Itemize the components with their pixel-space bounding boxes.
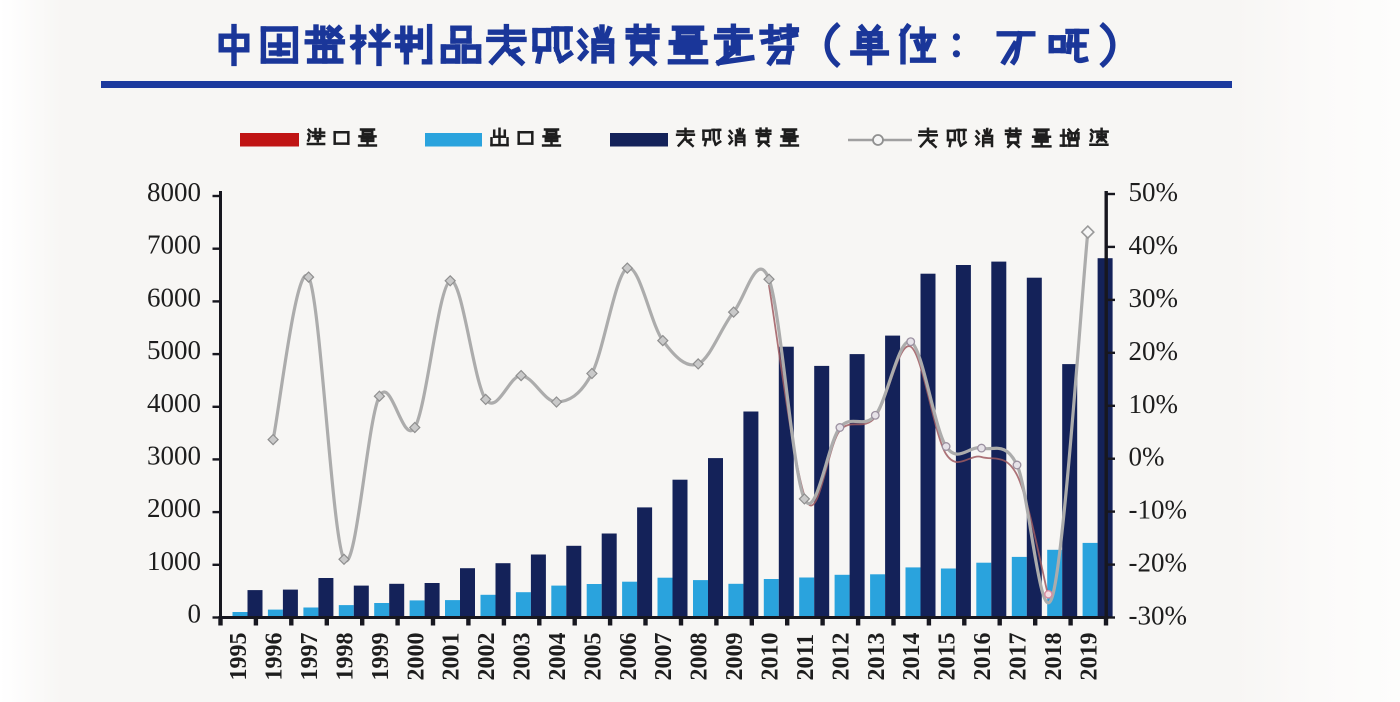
- svg-text:2009: 2009: [722, 633, 748, 681]
- svg-text:5000: 5000: [147, 335, 201, 365]
- svg-text:2003: 2003: [510, 633, 536, 681]
- svg-text:40%: 40%: [1129, 230, 1179, 260]
- svg-text:0: 0: [188, 599, 202, 629]
- svg-text:-10%: -10%: [1129, 495, 1187, 525]
- svg-text:2006: 2006: [616, 633, 642, 681]
- svg-text:1000: 1000: [147, 546, 201, 576]
- svg-text:2007: 2007: [651, 633, 677, 681]
- svg-text:2010: 2010: [758, 633, 784, 681]
- svg-text:2001: 2001: [439, 633, 465, 681]
- svg-text:2013: 2013: [864, 633, 890, 681]
- svg-text:1998: 1998: [333, 633, 359, 681]
- svg-text:2000: 2000: [403, 633, 429, 681]
- svg-text:2004: 2004: [545, 633, 571, 681]
- svg-text:3000: 3000: [147, 440, 201, 470]
- svg-text:2008: 2008: [687, 633, 713, 681]
- svg-text:2002: 2002: [474, 633, 500, 681]
- svg-text:2000: 2000: [147, 493, 201, 523]
- svg-text:7000: 7000: [147, 230, 201, 260]
- svg-text:0%: 0%: [1129, 442, 1165, 472]
- svg-text:8000: 8000: [147, 177, 201, 207]
- svg-text:2015: 2015: [935, 633, 961, 681]
- svg-text:6000: 6000: [147, 282, 201, 312]
- svg-text:-30%: -30%: [1129, 601, 1187, 631]
- svg-text:2005: 2005: [580, 633, 606, 681]
- svg-text:10%: 10%: [1129, 389, 1179, 419]
- svg-text:1997: 1997: [297, 633, 323, 681]
- svg-text:1996: 1996: [262, 633, 288, 681]
- svg-text:4000: 4000: [147, 388, 201, 418]
- svg-text:2017: 2017: [1006, 633, 1032, 681]
- svg-text:1999: 1999: [368, 633, 394, 681]
- svg-text:2014: 2014: [899, 633, 925, 681]
- svg-text:2018: 2018: [1041, 633, 1067, 681]
- svg-text:2016: 2016: [970, 633, 996, 681]
- svg-text:30%: 30%: [1129, 283, 1179, 313]
- svg-text:2011: 2011: [793, 634, 819, 681]
- svg-text:50%: 50%: [1129, 177, 1179, 207]
- svg-text:1995: 1995: [226, 633, 252, 681]
- svg-text:-20%: -20%: [1129, 548, 1187, 578]
- svg-text:2012: 2012: [828, 633, 854, 681]
- svg-text:2019: 2019: [1076, 633, 1102, 681]
- svg-text:20%: 20%: [1129, 336, 1179, 366]
